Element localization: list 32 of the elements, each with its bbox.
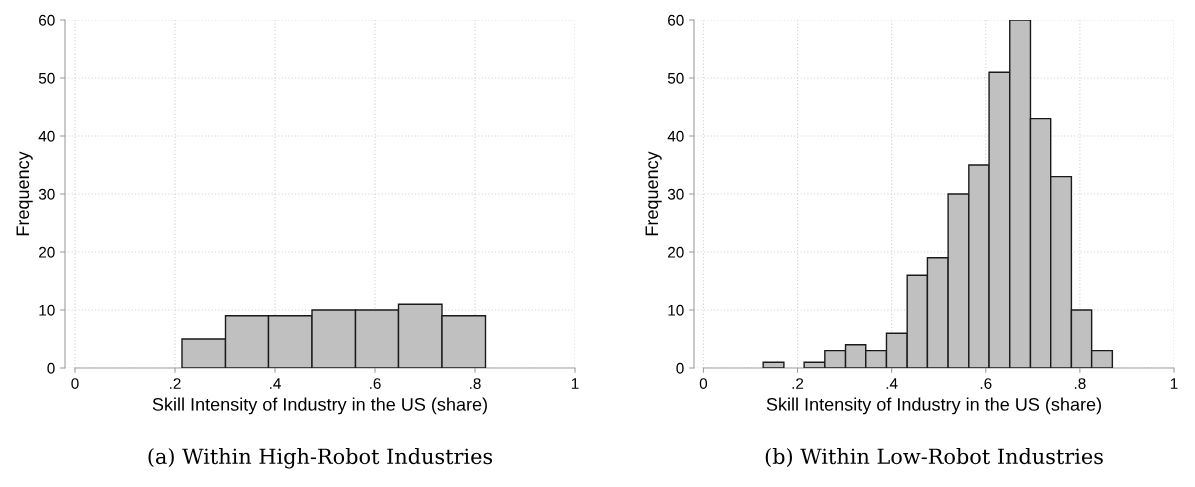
y-tick-label: 10 <box>39 304 55 316</box>
x-tick-label: .4 <box>270 378 281 389</box>
y-tick-label: 50 <box>667 72 684 84</box>
y-tick-label: 60 <box>668 14 684 26</box>
y-tick-label: 0 <box>676 362 684 374</box>
y-tick-label: 20 <box>668 246 684 258</box>
y-tick-label: 30 <box>38 188 55 200</box>
x-tick-label: 1 <box>1170 378 1178 389</box>
y-tick-label: 10 <box>668 304 684 316</box>
x-tick-label: 0 <box>71 378 79 389</box>
y-tick-label: 60 <box>39 14 55 26</box>
y-tick-label: 20 <box>39 246 55 258</box>
x-tick-label: .4 <box>886 378 898 389</box>
y-tick-label: 40 <box>667 130 684 142</box>
x-axis-title: Skill Intensity of Industry in the US (share) <box>766 397 1101 415</box>
text: (b) Within Low-Robot Industries <box>765 448 1103 468</box>
y-tick-label: 30 <box>667 188 684 200</box>
x-tick-label: 0 <box>699 378 708 389</box>
x-tick-label: 1 <box>571 378 579 389</box>
x-tick-label: .2 <box>170 378 181 389</box>
x-tick-label: .6 <box>980 378 992 389</box>
x-tick-label: .2 <box>792 378 804 389</box>
y-tick-label: 0 <box>47 362 55 374</box>
x-tick-label: .8 <box>1074 378 1086 389</box>
x-axis-title: Skill Intensity of Industry in the US (share) <box>152 397 487 415</box>
y-tick-label: 50 <box>38 72 55 84</box>
y-axis-title: Frequency <box>645 151 662 236</box>
y-axis-title: Frequency <box>16 151 33 236</box>
y-tick-label: 40 <box>38 130 55 142</box>
text: (a) Within High-Robot Industries <box>148 448 493 469</box>
x-tick-label: .6 <box>370 378 381 389</box>
x-tick-label: .8 <box>470 378 481 389</box>
